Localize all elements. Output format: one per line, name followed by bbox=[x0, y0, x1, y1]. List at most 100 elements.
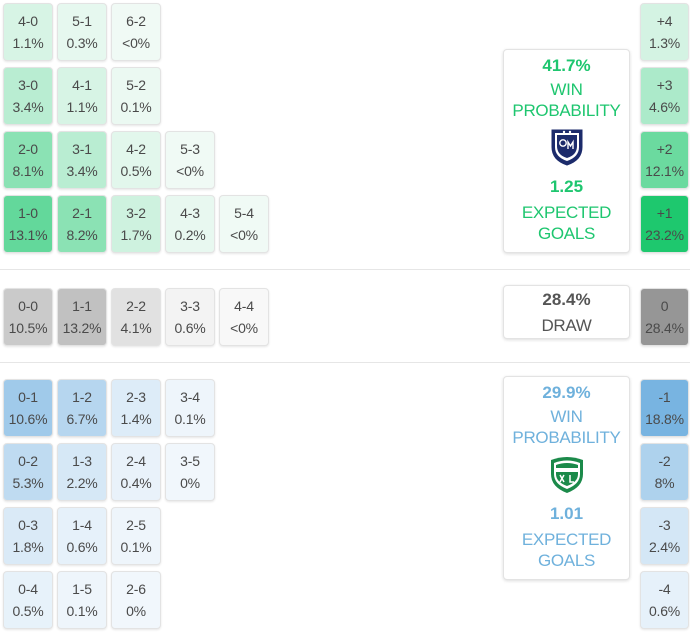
away-scoreline-cell: 0-2 5.3% bbox=[3, 443, 53, 501]
away-scoreline-cell: 1-5 0.1% bbox=[57, 571, 107, 629]
home-expected-goals: 1.25 bbox=[549, 177, 584, 196]
draw-panel: 28.4% DRAW bbox=[503, 285, 630, 339]
home-margin-percent: 4.6% bbox=[648, 99, 681, 115]
home-scoreline-score: 5-2 bbox=[126, 77, 146, 93]
draw-scoreline-cell: 3-3 0.6% bbox=[165, 288, 215, 346]
home-scoreline-cell: 2-0 8.1% bbox=[3, 131, 53, 189]
away-scoreline-score: 2-5 bbox=[126, 517, 146, 533]
draw-scoreline-cell: 1-1 13.2% bbox=[57, 288, 107, 346]
away-scoreline-score: 1-3 bbox=[72, 453, 92, 469]
away-scoreline-percent: 0.1% bbox=[66, 603, 98, 619]
away-scoreline-score: 3-4 bbox=[180, 389, 200, 405]
home-scoreline-cell: 3-1 3.4% bbox=[57, 131, 107, 189]
away-scoreline-score: 1-5 bbox=[72, 581, 92, 597]
home-margin-cell: +3 4.6% bbox=[640, 67, 689, 125]
draw-margin-score: 0 bbox=[660, 298, 669, 314]
away-scoreline-cell: 3-4 0.1% bbox=[165, 379, 215, 437]
home-scoreline-score: 3-0 bbox=[18, 77, 38, 93]
home-scoreline-percent: 3.4% bbox=[12, 99, 44, 115]
away-scoreline-percent: 0% bbox=[180, 475, 200, 491]
away-scoreline-percent: 0.1% bbox=[174, 411, 206, 427]
away-scoreline-percent: 0.4% bbox=[120, 475, 152, 491]
home-margin-score: +1 bbox=[656, 205, 673, 221]
home-scoreline-percent: 1.1% bbox=[12, 35, 44, 51]
away-win-panel: 29.9% WIN PROBABILITY 1.01 EXPECTED GOAL… bbox=[503, 376, 630, 580]
away-margin-score: -2 bbox=[658, 453, 671, 469]
away-expected-label: EXPECTED bbox=[521, 530, 612, 549]
home-margin-percent: 23.2% bbox=[645, 227, 684, 243]
away-scoreline-cell: 1-3 2.2% bbox=[57, 443, 107, 501]
away-scoreline-score: 2-4 bbox=[126, 453, 146, 469]
draw-margin-cell: 0 28.4% bbox=[640, 288, 689, 346]
away-margin-score: -4 bbox=[658, 581, 671, 597]
draw-probability: 28.4% bbox=[542, 290, 591, 309]
away-scoreline-percent: 1.4% bbox=[120, 411, 152, 427]
draw-scoreline-percent: 13.2% bbox=[62, 320, 102, 336]
draw-scoreline-percent: 10.5% bbox=[8, 320, 48, 336]
draw-scoreline-percent: 4.1% bbox=[120, 320, 152, 336]
home-scoreline-cell: 1-0 13.1% bbox=[3, 195, 53, 253]
away-scoreline-score: 3-5 bbox=[180, 453, 200, 469]
home-probability-label: PROBABILITY bbox=[512, 101, 621, 120]
away-probability-label: PROBABILITY bbox=[512, 428, 621, 447]
away-scoreline-percent: 1.8% bbox=[12, 539, 44, 555]
away-margin-cell: -2 8% bbox=[640, 443, 689, 501]
home-margin-cell: +4 1.3% bbox=[640, 3, 689, 61]
home-scoreline-score: 1-0 bbox=[18, 205, 38, 221]
away-scoreline-score: 1-4 bbox=[72, 517, 92, 533]
home-margin-score: +4 bbox=[656, 13, 673, 29]
home-margin-percent: 1.3% bbox=[648, 35, 681, 51]
home-scoreline-score: 3-1 bbox=[72, 141, 92, 157]
home-scoreline-cell: 5-2 0.1% bbox=[111, 67, 161, 125]
draw-scoreline-score: 0-0 bbox=[18, 298, 38, 314]
away-margin-cell: -3 2.4% bbox=[640, 507, 689, 565]
home-scoreline-score: 2-1 bbox=[72, 205, 92, 221]
away-scoreline-cell: 2-6 0% bbox=[111, 571, 161, 629]
home-margin-cell: +2 12.1% bbox=[640, 131, 689, 189]
home-scoreline-score: 3-2 bbox=[126, 205, 146, 221]
home-scoreline-percent: <0% bbox=[176, 163, 204, 179]
draw-scoreline-score: 3-3 bbox=[180, 298, 200, 314]
home-scoreline-percent: 1.7% bbox=[120, 227, 152, 243]
home-win-label: WIN bbox=[550, 80, 583, 99]
draw-away-separator bbox=[0, 362, 690, 363]
home-margin-cell: +1 23.2% bbox=[640, 195, 689, 253]
away-goals-label: GOALS bbox=[537, 551, 596, 570]
away-scoreline-score: 0-2 bbox=[18, 453, 38, 469]
home-scoreline-percent: 0.2% bbox=[174, 227, 206, 243]
home-scoreline-cell: 2-1 8.2% bbox=[57, 195, 107, 253]
away-scoreline-cell: 0-1 10.6% bbox=[3, 379, 53, 437]
away-scoreline-cell: 2-3 1.4% bbox=[111, 379, 161, 437]
home-scoreline-percent: 8.2% bbox=[66, 227, 98, 243]
draw-scoreline-percent: 0.6% bbox=[174, 320, 206, 336]
away-win-probability: 29.9% bbox=[542, 383, 591, 402]
away-scoreline-cell: 2-4 0.4% bbox=[111, 443, 161, 501]
draw-scoreline-cell: 4-4 <0% bbox=[219, 288, 269, 346]
home-draw-separator bbox=[0, 269, 690, 270]
home-scoreline-cell: 6-2 <0% bbox=[111, 3, 161, 61]
home-scoreline-cell: 5-3 <0% bbox=[165, 131, 215, 189]
home-scoreline-score: 6-2 bbox=[126, 13, 146, 29]
away-scoreline-cell: 0-4 0.5% bbox=[3, 571, 53, 629]
millonarios-crest-icon bbox=[551, 129, 582, 166]
home-expected-label: EXPECTED bbox=[521, 203, 612, 222]
home-scoreline-score: 4-1 bbox=[72, 77, 92, 93]
draw-scoreline-score: 2-2 bbox=[126, 298, 146, 314]
away-win-label: WIN bbox=[550, 407, 583, 426]
home-scoreline-cell: 5-1 0.3% bbox=[57, 3, 107, 61]
away-margin-percent: 8% bbox=[654, 475, 675, 491]
home-scoreline-percent: 8.1% bbox=[12, 163, 44, 179]
home-scoreline-percent: <0% bbox=[230, 227, 258, 243]
away-scoreline-cell: 0-3 1.8% bbox=[3, 507, 53, 565]
home-scoreline-cell: 4-1 1.1% bbox=[57, 67, 107, 125]
home-scoreline-cell: 5-4 <0% bbox=[219, 195, 269, 253]
draw-margin-percent: 28.4% bbox=[645, 320, 684, 336]
home-scoreline-percent: <0% bbox=[122, 35, 150, 51]
home-scoreline-score: 5-4 bbox=[234, 205, 254, 221]
away-scoreline-percent: 6.7% bbox=[66, 411, 98, 427]
deportivo-cali-crest-icon bbox=[550, 457, 583, 493]
home-margin-score: +2 bbox=[656, 141, 673, 157]
home-scoreline-percent: 0.1% bbox=[120, 99, 152, 115]
away-scoreline-cell: 3-5 0% bbox=[165, 443, 215, 501]
away-scoreline-percent: 0.6% bbox=[66, 539, 98, 555]
